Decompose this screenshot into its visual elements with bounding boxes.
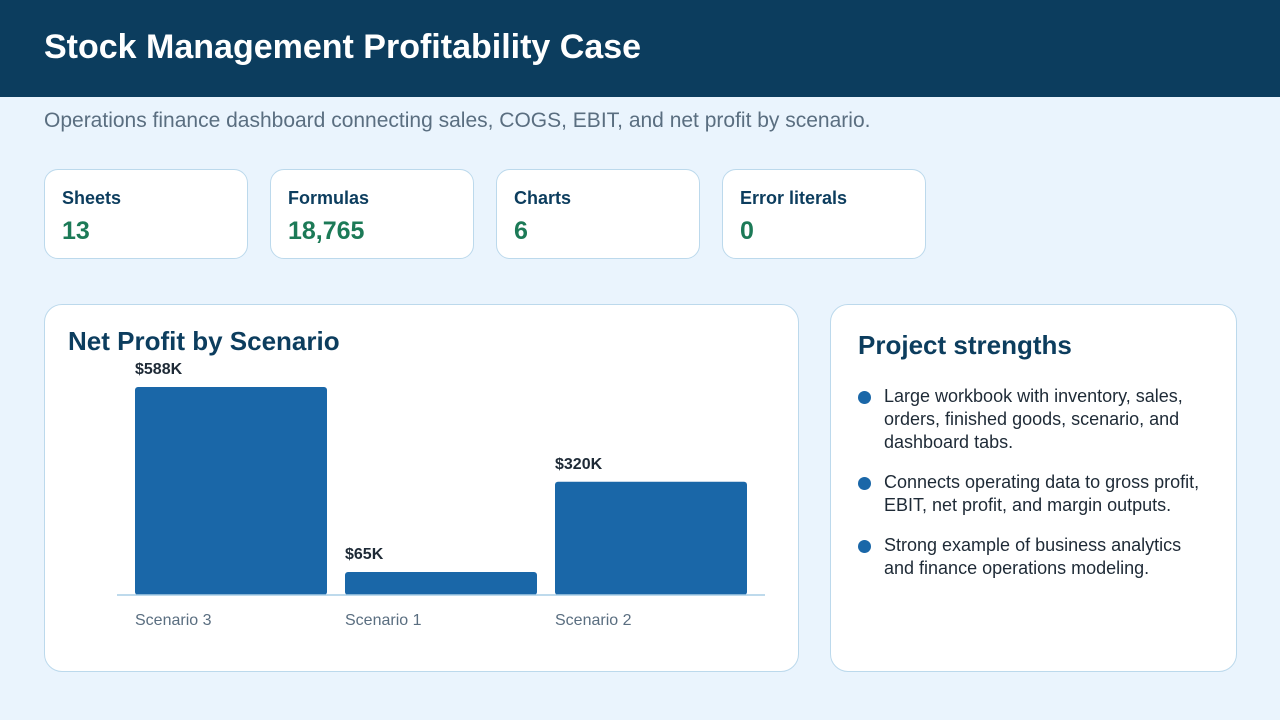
page-title: Stock Management Profitability Case xyxy=(44,28,642,66)
metric-value: 18,765 xyxy=(288,217,365,245)
metric-value: 0 xyxy=(740,217,754,245)
net-profit-bar-chart: $588K Scenario 3 $65K Scenario 1 $320K Scenar… xyxy=(117,361,765,629)
metric-value: 6 xyxy=(514,217,528,245)
page-header: Stock Management Profitability Case xyxy=(0,0,1280,97)
chart-panel: Net Profit by Scenario $588K Scenario 3 $6… xyxy=(44,304,799,672)
metric-label: Charts xyxy=(514,188,572,208)
list-item: Strong example of business analytics and… xyxy=(858,534,1208,580)
strengths-list: Large workbook with inventory, sales, or… xyxy=(858,385,1208,597)
metric-card-sheets: Sheets 13 xyxy=(44,169,248,259)
bar xyxy=(345,572,537,595)
strength-text: Strong example of business analytics and… xyxy=(884,535,1182,578)
metric-value: 13 xyxy=(62,217,90,245)
strength-text: Large workbook with inventory, sales, or… xyxy=(884,386,1183,452)
metric-label: Formulas xyxy=(288,188,370,208)
x-tick-label: Scenario 2 xyxy=(555,612,632,629)
bar xyxy=(555,481,747,595)
bar xyxy=(135,387,327,595)
bullet-icon xyxy=(858,477,871,490)
list-item: Connects operating data to gross profit,… xyxy=(858,471,1208,517)
strengths-title: Project strengths xyxy=(858,330,1072,360)
data-label: $588K xyxy=(135,361,183,378)
metric-card-charts: Charts 6 xyxy=(496,169,700,259)
metric-card-formulas: Formulas 18,765 xyxy=(270,169,474,259)
metric-label: Error literals xyxy=(740,188,848,208)
list-item: Large workbook with inventory, sales, or… xyxy=(858,385,1208,454)
strength-text: Connects operating data to gross profit,… xyxy=(884,472,1200,515)
metric-card-error-literals: Error literals 0 xyxy=(722,169,926,259)
bullet-icon xyxy=(858,391,871,404)
bullet-icon xyxy=(858,540,871,553)
metric-label: Sheets xyxy=(62,188,122,208)
data-label: $65K xyxy=(345,546,384,563)
chart-title: Net Profit by Scenario xyxy=(68,326,340,356)
x-tick-label: Scenario 3 xyxy=(135,612,212,629)
x-tick-label: Scenario 1 xyxy=(345,612,422,629)
strengths-panel: Project strengths Large workbook with in… xyxy=(830,304,1237,672)
data-label: $320K xyxy=(555,456,603,473)
page-subtitle: Operations finance dashboard connecting … xyxy=(44,109,871,132)
